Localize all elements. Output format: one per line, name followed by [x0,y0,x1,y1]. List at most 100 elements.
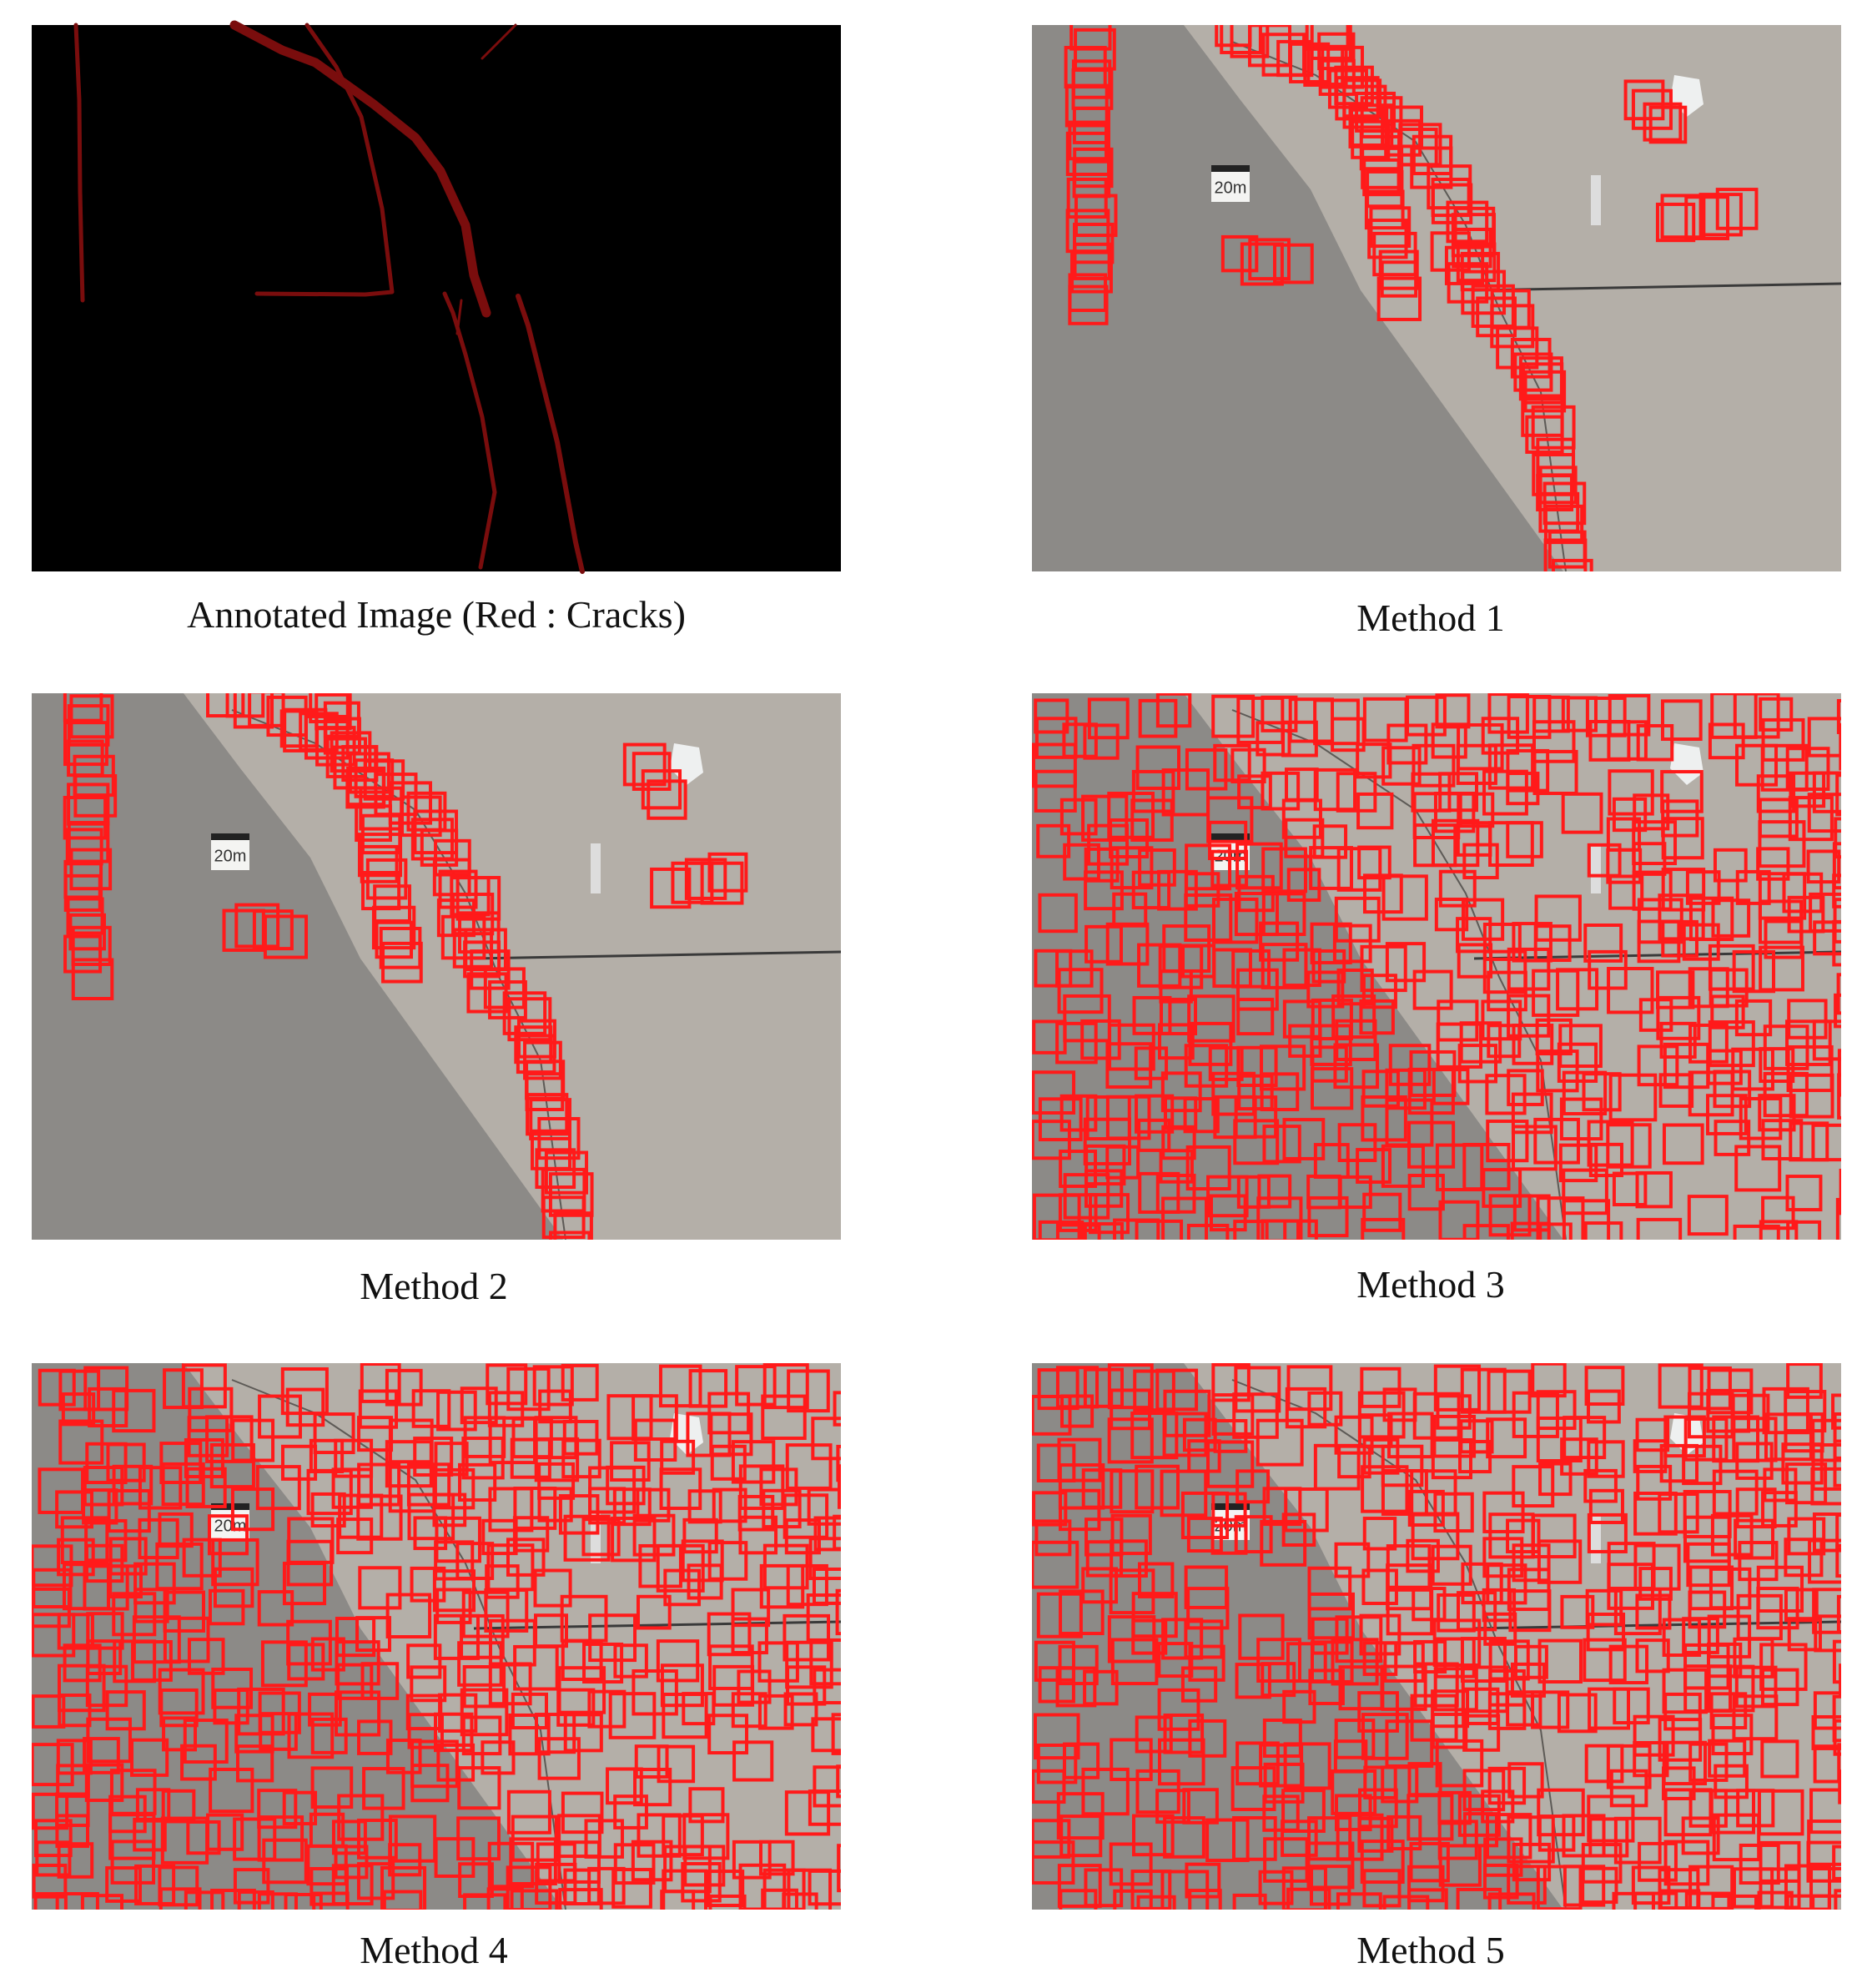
detection-box [181,1363,227,1409]
detection-box [82,1488,118,1525]
detection-box [463,1893,507,1910]
detection-box [106,1442,146,1482]
detection-box [809,1638,841,1686]
detection-box [1331,1638,1379,1686]
detection-box [1808,1538,1841,1584]
detection-box [737,1669,772,1704]
detection-box [1507,994,1551,1038]
detection-box [1583,1638,1627,1683]
detection-box [1538,1462,1573,1497]
detection-box [1310,1067,1354,1110]
detection-box [1387,1412,1434,1459]
detection-box [1361,974,1397,1009]
detection-box [1733,1224,1780,1240]
detection-box [282,1562,327,1606]
detection-box [1135,745,1181,790]
detection-box [69,694,114,739]
detection-box [811,1717,841,1753]
detection-box [1065,131,1110,177]
detection-box [1407,1174,1445,1211]
detection-box [211,1538,259,1587]
marker-label: 20m [214,847,247,865]
detection-box [1160,1870,1210,1910]
detection-box [32,1863,68,1899]
detection-box [1381,874,1428,921]
detection-box [1531,1363,1567,1398]
detection-box [1633,1714,1675,1757]
detection-box [1034,1640,1075,1682]
detection-box [1587,1440,1625,1478]
detection-box [285,1387,325,1427]
detection-box [1234,1366,1281,1413]
detection-box [1784,1864,1832,1910]
detection-box [1512,922,1552,963]
detection-box [1336,1813,1384,1861]
detection-box [1756,847,1790,881]
detection-box [86,1612,124,1650]
detection-box [1708,1567,1752,1610]
detection-box [1556,968,1599,1011]
detection-box [563,1868,601,1906]
detection-box [1334,1719,1376,1759]
detection-box [1512,1543,1551,1583]
detection-box [434,1442,469,1477]
detection-box [812,1567,841,1605]
detection-box [632,1513,676,1557]
detection-box [1785,1462,1828,1505]
detection-box [1412,969,1453,1010]
detection-box [1560,1594,1595,1629]
detection-box [682,1813,730,1860]
detection-box [1334,1542,1371,1578]
detection-box [731,1692,767,1729]
detection-box [235,1744,274,1783]
detection-box [1435,1143,1484,1192]
detection-box [381,941,423,984]
detection-box [33,1892,68,1910]
detection-box [434,838,471,877]
detection-box [1686,1542,1731,1588]
detection-box [1362,1437,1400,1475]
method-panel: 20m [1032,25,1841,571]
detection-box [1512,1024,1554,1065]
detection-box [1759,697,1794,732]
detection-box [1233,1119,1280,1165]
detection-box [84,1763,124,1803]
detection-box [1134,1046,1169,1080]
detection-box [1683,1417,1729,1462]
detection-box [1786,1220,1822,1240]
detection-box [1359,1613,1402,1656]
detection-box [1163,1816,1205,1859]
detection-box [1407,1489,1445,1527]
detection-box [1632,842,1667,876]
detection-box [1312,824,1348,859]
detection-box [1184,1044,1229,1088]
detection-box [308,1692,342,1727]
debris [1591,175,1601,225]
detection-box [1787,895,1825,934]
detection-box [1248,238,1291,281]
detection-box [1057,1864,1102,1908]
detection-box [1812,1588,1841,1634]
detection-box [1832,873,1841,908]
detection-box [1643,102,1683,142]
detection-box [1681,1816,1720,1855]
detection-box [162,1716,198,1752]
detection-box [1557,1693,1598,1734]
detection-box [1158,944,1204,989]
detection-box [1633,1740,1669,1778]
detection-box [1038,1220,1084,1240]
detection-box [1735,743,1779,787]
detection-box [1362,158,1401,197]
detection-box [158,1865,199,1907]
detection-box [1608,1073,1658,1122]
detection-box [1063,994,1111,1043]
detection-box [440,914,486,960]
method-panel: 20m [1032,693,1841,1240]
detection-box [1110,1738,1153,1781]
detection-box [108,1564,143,1599]
detection-box [1834,817,1841,859]
detection-box [687,1563,723,1600]
detection-box [155,1542,204,1591]
detection-box [549,1231,591,1240]
detection-box [1811,1123,1841,1162]
